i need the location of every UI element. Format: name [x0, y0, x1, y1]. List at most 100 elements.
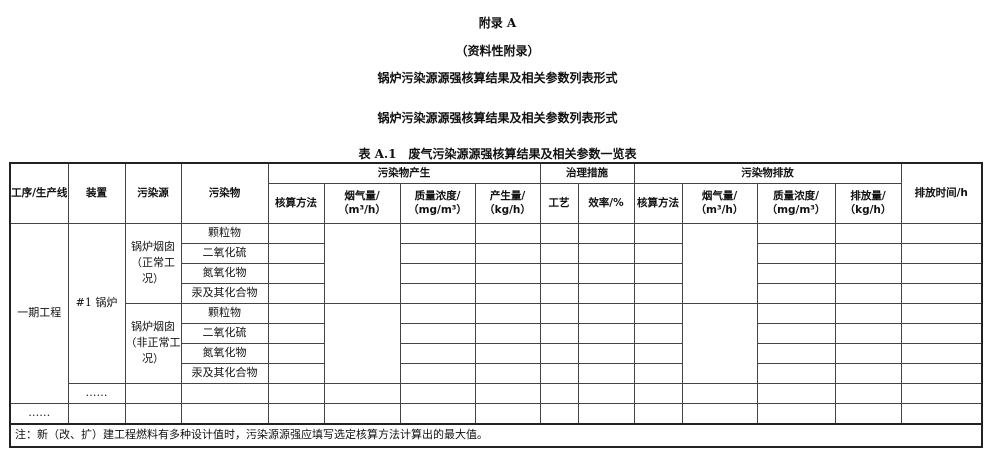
header-gen-flue-gas: 烟气量/（m³/h） — [323, 182, 401, 224]
source-cell: 锅炉烟囱（非正常工况） — [124, 302, 182, 384]
table-cell — [577, 382, 635, 404]
gen-amount-cell — [474, 222, 541, 244]
pollutant-cell: 颗粒物 — [180, 222, 269, 244]
treat-efficiency-cell — [577, 342, 635, 364]
gen-amount-cell — [474, 302, 541, 324]
gen-concentration-cell — [399, 302, 476, 324]
table-cell — [124, 382, 182, 404]
gen-flue-gas-cell — [323, 222, 401, 304]
emission-time-cell — [900, 302, 983, 324]
table-row: 汞及其化合物 — [10, 282, 983, 304]
gen-method-cell — [267, 282, 325, 304]
header-source: 污染源 — [124, 162, 182, 224]
table-row: 氮氧化物 — [10, 342, 983, 364]
gen-amount-cell — [474, 322, 541, 344]
treat-process-cell — [539, 302, 579, 324]
treat-process-cell — [539, 282, 579, 304]
table-cell — [633, 402, 683, 424]
header-gen-concentration: 质量浓度/（mg/m³） — [399, 182, 476, 224]
emit-method-cell — [633, 222, 683, 244]
table-row: 锅炉烟囱（非正常工况） 颗粒物 — [10, 302, 983, 384]
table-cell — [834, 402, 902, 424]
table-cell — [577, 402, 635, 424]
emit-amount-cell — [834, 282, 902, 304]
gen-concentration-cell — [399, 322, 476, 344]
emit-method-cell — [633, 302, 683, 324]
table-cell — [323, 382, 401, 404]
emission-time-cell — [900, 282, 983, 304]
emission-time-cell — [900, 322, 983, 344]
table-cell — [180, 382, 269, 404]
table-row: 二氧化硫 — [10, 322, 983, 344]
gen-amount-cell — [474, 262, 541, 284]
more-device-cell: …… — [67, 382, 126, 404]
emit-method-cell — [633, 342, 683, 364]
header-emit-method: 核算方法 — [633, 182, 683, 224]
treat-efficiency-cell — [577, 242, 635, 264]
note-row: 注：新（改、扩）建工程燃料有多种设计值时，污染源源强应填写选定核算方法计算出的最… — [9, 422, 983, 447]
gen-concentration-cell — [399, 262, 476, 284]
emit-flue-gas-cell — [681, 302, 758, 384]
gen-method-cell — [267, 242, 325, 264]
header-pollutant: 污染物 — [180, 162, 269, 224]
table-row: 氮氧化物 — [10, 262, 983, 284]
treat-efficiency-cell — [577, 322, 635, 344]
gen-method-cell — [267, 302, 325, 324]
treat-efficiency-cell — [577, 282, 635, 304]
emit-flue-gas-cell — [681, 222, 758, 304]
gen-amount-cell — [474, 362, 541, 384]
gen-amount-cell — [474, 282, 541, 304]
treat-efficiency-cell — [577, 302, 635, 324]
gen-concentration-cell — [399, 242, 476, 264]
table-cell — [900, 402, 983, 424]
source-cell: 锅炉烟囱（正常工况） — [124, 222, 182, 304]
emission-table: 工序/生产线 装置 污染源 污染物 污染物产生 治理措施 污染物排放 排放时间/… — [9, 162, 983, 448]
header-emit-concentration: 质量浓度/（mg/m³） — [756, 182, 836, 224]
table-cell — [756, 382, 836, 404]
table-row: 一期工程 #1 锅炉 锅炉烟囱（正常工况） 颗粒物 — [9, 222, 983, 404]
emit-concentration-cell — [756, 262, 836, 284]
emission-time-cell — [900, 222, 983, 244]
gen-method-cell — [267, 262, 325, 284]
emit-amount-cell — [834, 342, 902, 364]
pollutant-cell: 二氧化硫 — [180, 242, 269, 264]
gen-method-cell — [267, 322, 325, 344]
header-treat-efficiency: 效率/% — [577, 182, 635, 224]
header-emit-flue-gas: 烟气量/（m³/h） — [681, 182, 758, 224]
table-cell — [124, 402, 182, 424]
emit-concentration-cell — [756, 242, 836, 264]
treat-process-cell — [539, 242, 579, 264]
emission-time-cell — [900, 242, 983, 264]
gen-concentration-cell — [399, 342, 476, 364]
emit-method-cell — [633, 362, 683, 384]
emit-amount-cell — [834, 362, 902, 384]
emit-method-cell — [633, 282, 683, 304]
table-cell — [67, 402, 126, 424]
pollutant-cell: 二氧化硫 — [180, 322, 269, 344]
pollutant-cell: 颗粒物 — [180, 302, 269, 324]
pollutant-cell: 氮氧化物 — [180, 342, 269, 364]
emit-concentration-cell — [756, 342, 836, 364]
header-treat-process: 工艺 — [539, 182, 579, 224]
gen-concentration-cell — [399, 282, 476, 304]
header-emit-amount: 排放量/（kg/h） — [834, 182, 902, 224]
table-cell — [474, 382, 541, 404]
table-cell — [399, 382, 476, 404]
treat-efficiency-cell — [577, 362, 635, 384]
header-process: 工序/生产线 — [9, 162, 69, 224]
gen-flue-gas-cell — [323, 302, 401, 384]
table-cell — [539, 402, 579, 424]
pollutant-cell: 汞及其化合物 — [180, 282, 269, 304]
gen-concentration-cell — [399, 222, 476, 244]
table-cell — [180, 402, 269, 424]
appendix-title: 附录 A — [478, 16, 517, 30]
treat-process-cell — [539, 222, 579, 244]
header-treatment: 治理措施 — [539, 162, 635, 184]
table-row: 二氧化硫 — [10, 242, 983, 264]
process-cell: 一期工程 — [9, 222, 69, 404]
table-cell — [681, 382, 758, 404]
emit-concentration-cell — [756, 302, 836, 324]
treat-efficiency-cell — [577, 262, 635, 284]
emit-concentration-cell — [756, 322, 836, 344]
table-cell — [756, 402, 836, 424]
